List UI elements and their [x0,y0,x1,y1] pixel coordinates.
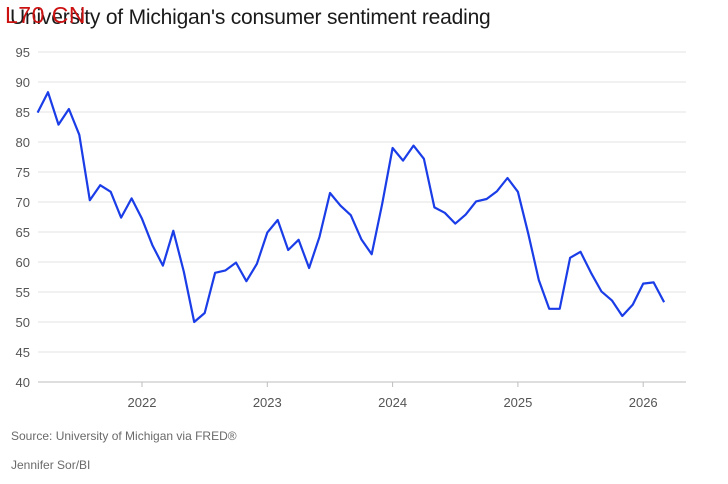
chart-title: University of Michigan's consumer sentim… [10,6,491,29]
x-tick-label: 2024 [378,395,407,410]
y-tick-label: 40 [16,375,30,390]
y-tick-label: 60 [16,255,30,270]
grid-lines [38,51,686,353]
x-tick-label: 2025 [503,395,532,410]
y-tick-label: 85 [16,105,30,120]
x-tick-label: 2026 [629,395,658,410]
y-axis-ticks: 40 45 50 55 60 65 70 75 80 85 90 95 [16,45,30,390]
x-tick-label: 2023 [253,395,282,410]
watermark-text: L70 CN [5,2,86,28]
x-axis-ticks: 2022 2023 2024 2025 2026 [128,382,658,410]
y-tick-label: 65 [16,225,30,240]
data-points [37,92,665,323]
y-tick-label: 45 [16,345,30,360]
x-tick-label: 2022 [128,395,157,410]
y-tick-label: 90 [16,75,30,90]
y-tick-label: 95 [16,45,30,60]
y-tick-label: 55 [16,285,30,300]
sentiment-series-line [36,91,666,324]
author-credit: Jennifer Sor/BI [11,458,91,472]
y-tick-label: 70 [16,195,30,210]
source-note: Source: University of Michigan via FRED® [11,429,237,443]
y-tick-label: 80 [16,135,30,150]
y-tick-label: 75 [16,165,30,180]
y-tick-label: 50 [16,315,30,330]
